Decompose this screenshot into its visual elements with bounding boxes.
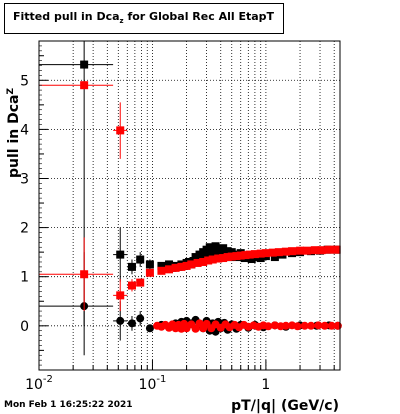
data-point-square: [80, 60, 89, 69]
data-point-square: [193, 258, 202, 267]
x-tick-label: 10-2: [25, 374, 53, 393]
data-point-square: [296, 246, 305, 255]
data-point-square: [256, 249, 265, 258]
data-point-square: [80, 81, 89, 90]
data-point-square: [136, 255, 145, 264]
data-point-square: [116, 291, 125, 300]
data-point-square: [310, 246, 319, 255]
data-point-square: [241, 251, 250, 260]
data-point-square: [127, 281, 136, 290]
data-point-circle: [264, 322, 273, 331]
data-point-circle: [300, 321, 309, 330]
data-point-square: [332, 245, 341, 254]
data-point-circle: [145, 324, 154, 333]
data-point-square: [227, 252, 236, 261]
data-point-square: [136, 278, 145, 287]
timestamp: Mon Feb 1 16:25:22 2021: [4, 400, 133, 410]
data-point-square: [116, 250, 125, 259]
x-tick-label-base: 10: [25, 377, 43, 393]
y-tick-label: 0: [20, 319, 29, 335]
data-point-square: [236, 251, 245, 260]
data-point-square: [182, 261, 191, 270]
chart-title-prefix: Fitted pull in Dca: [13, 10, 120, 23]
y-tick-label: 4: [20, 122, 29, 138]
data-point-square: [80, 270, 89, 279]
data-point-square: [127, 262, 136, 271]
data-point-square: [204, 256, 213, 265]
data-point-circle: [307, 321, 316, 330]
data-point-square: [216, 249, 225, 258]
data-point-square: [325, 245, 334, 254]
data-point-square: [302, 246, 311, 255]
data-point-square: [232, 252, 241, 261]
x-tick-label: 10-1: [139, 374, 167, 393]
data-point-circle: [333, 321, 342, 330]
data-point-square: [274, 248, 283, 257]
data-point-circle: [314, 321, 323, 330]
data-point-square: [199, 257, 208, 266]
grid-layer: [39, 41, 340, 370]
data-point-square: [223, 247, 232, 256]
data-point-square: [219, 254, 228, 263]
data-point-circle: [320, 321, 329, 330]
y-tick-label: 2: [20, 221, 29, 237]
data-point-square: [187, 260, 196, 269]
plot-frame: [38, 40, 341, 371]
x-tick-label-exponent: -2: [43, 374, 53, 385]
data-point-square: [268, 248, 277, 257]
data-point-square: [223, 253, 232, 262]
y-tick-label: 5: [20, 73, 29, 89]
data-point-circle: [127, 319, 136, 328]
data-point-square: [219, 244, 228, 253]
chart-title-box: Fitted pull in Dcaz for Global Rec All E…: [4, 3, 284, 34]
data-point-square: [145, 260, 154, 269]
y-tick-label: 1: [20, 270, 29, 286]
data-point-circle: [281, 321, 290, 330]
data-point-square: [270, 253, 279, 262]
chart-title: Fitted pull in Dcaz for Global Rec All E…: [13, 10, 274, 25]
data-point-square: [214, 254, 223, 263]
data-point-square: [165, 265, 174, 274]
data-point-square: [256, 254, 265, 263]
data-point-circle: [116, 316, 125, 325]
data-point-square: [157, 266, 166, 275]
x-tick-label: 1: [261, 377, 270, 393]
data-point-square: [245, 250, 254, 259]
data-point-square: [177, 262, 186, 271]
y-axis-title-prefix: pull in Dca: [6, 95, 22, 178]
x-tick-label-base: 1: [261, 377, 270, 393]
data-point-square: [281, 247, 290, 256]
y-tick-label: 3: [20, 171, 29, 187]
x-tick-label-base: 10: [139, 377, 157, 393]
x-tick-label-exponent: -1: [156, 374, 166, 385]
y-axis-title-subscript: Z: [6, 88, 16, 95]
chart-title-suffix: for Global Rec All EtapT: [123, 10, 275, 23]
data-point-square: [317, 246, 326, 255]
data-point-square: [171, 263, 180, 272]
data-point-circle: [327, 321, 336, 330]
x-axis-title: pT/|q| (GeV/c): [231, 398, 339, 414]
data-point-square: [208, 255, 217, 264]
data-point-circle: [293, 322, 302, 331]
data-point-circle: [136, 314, 145, 323]
data-point-square: [145, 268, 154, 277]
data-layer: [39, 41, 342, 356]
data-point-square: [288, 247, 297, 256]
data-point-square: [116, 126, 125, 135]
data-point-square: [250, 250, 259, 259]
chart-title-subscript: z: [119, 17, 124, 26]
y-axis-title: pull in DcaZ: [6, 88, 22, 178]
data-point-square: [261, 249, 270, 258]
